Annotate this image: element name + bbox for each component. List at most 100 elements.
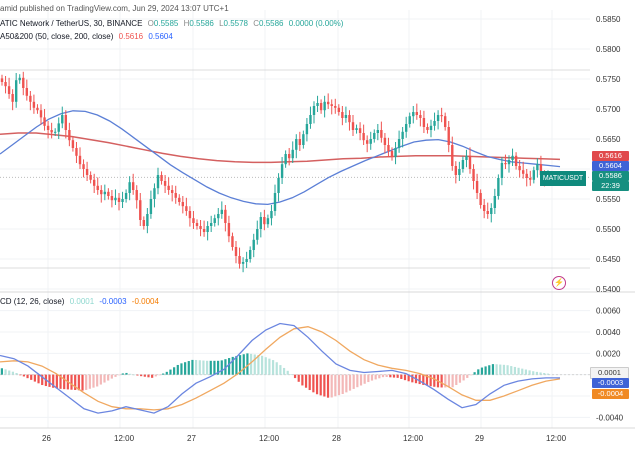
macd-histogram-bar <box>425 374 429 386</box>
price-tick-label: 0.5450 <box>596 255 621 264</box>
candle-body <box>89 175 92 180</box>
candle-body <box>298 139 302 145</box>
symbol-name: ATIC Network / TetherUS, 30, BINANCE <box>0 19 143 28</box>
candle-body <box>103 191 107 195</box>
macd-histogram-bar <box>169 369 172 375</box>
macd-line <box>0 322 560 414</box>
macd-histogram-bar <box>279 365 282 375</box>
candle-body <box>383 137 387 145</box>
candle-body <box>142 220 146 226</box>
macd-histogram-bar <box>389 374 392 378</box>
candle-body <box>493 196 497 208</box>
macd-histogram-bar <box>326 374 330 398</box>
candle-body <box>92 179 96 186</box>
candle-body <box>50 130 53 133</box>
candle-body <box>291 149 294 159</box>
macd-histogram-bar <box>290 374 293 375</box>
macd-histogram-bar <box>462 374 465 381</box>
macd-histogram-bar <box>264 357 267 375</box>
candle-body <box>199 226 202 229</box>
candle-body <box>82 164 85 169</box>
candle-body <box>14 80 18 102</box>
alert-clock-icon[interactable]: ⚡ <box>552 276 566 290</box>
candle-body <box>497 178 500 196</box>
candle-body <box>195 223 199 226</box>
candle-body <box>521 170 525 174</box>
candle-body <box>4 82 7 87</box>
candle-body <box>284 154 287 165</box>
candle-body <box>231 236 234 247</box>
macd-histogram-bar <box>96 374 99 387</box>
macd-histogram-bar <box>352 374 355 389</box>
macd-histogram-bar <box>147 374 150 378</box>
candle-body <box>100 190 103 195</box>
macd-histogram-bar <box>370 374 374 381</box>
candle-body <box>369 139 372 144</box>
candle-body <box>29 95 32 102</box>
ma200-line <box>0 132 561 164</box>
macd-histogram-bar <box>323 374 326 397</box>
candle-body <box>174 193 177 198</box>
candle-body <box>146 214 149 226</box>
candle-body <box>504 163 507 165</box>
macd-histogram-bar <box>422 374 425 385</box>
candle-body <box>458 169 461 175</box>
candle-body <box>468 155 472 169</box>
candle-body <box>362 133 365 141</box>
candle-body <box>390 151 394 157</box>
candle-body <box>170 190 174 193</box>
candle-body <box>447 127 450 145</box>
price-tick-label: 0.5800 <box>596 45 621 54</box>
candle-body <box>433 121 436 126</box>
macd-histogram-bar <box>367 374 370 383</box>
candle-body <box>461 160 465 169</box>
macd-histogram-bar <box>114 374 117 377</box>
macd-histogram-bar <box>195 359 198 375</box>
macd-histogram-bar <box>8 370 11 375</box>
ma-legend: A50&200 (50, close, 200, close) 0.5616 0… <box>0 32 173 41</box>
macd-histogram-bar <box>480 367 484 375</box>
candle-body <box>117 197 121 202</box>
macd-histogram-bar <box>118 374 121 376</box>
candle-body <box>280 164 284 178</box>
macd-histogram-bar <box>140 374 143 377</box>
candle-body <box>479 193 482 205</box>
candle-body <box>397 139 401 148</box>
candle-body <box>295 139 298 150</box>
candle-body <box>32 101 36 108</box>
macd-histogram-bar <box>154 374 157 377</box>
candle-body <box>217 214 220 219</box>
price-tick-label: 0.5500 <box>596 225 621 234</box>
candle-body <box>532 170 536 180</box>
candle-body <box>85 169 89 175</box>
time-tick-label: 26 <box>42 434 51 443</box>
price-tick-label: 0.5650 <box>596 135 621 144</box>
macd-histogram-bar <box>235 355 238 375</box>
candle-body <box>135 190 138 201</box>
candle-body <box>302 134 305 145</box>
candle-body <box>429 125 433 130</box>
macd-histogram-bar <box>187 361 190 375</box>
candle-body <box>248 250 252 259</box>
macd-histogram-bar <box>275 362 278 375</box>
macd-histogram-bar <box>132 374 135 376</box>
candle-body <box>511 155 514 160</box>
macd-histogram-bar <box>74 374 77 390</box>
candle-body <box>188 211 192 219</box>
macd-histogram-bar <box>217 360 220 375</box>
candle-body <box>156 175 160 189</box>
macd-histogram-bar <box>99 374 102 385</box>
macd-legend-label: CD (12, 26, close) <box>0 297 65 306</box>
change-value: 0.0000 (0.00%) <box>288 19 344 28</box>
candle-body <box>536 164 539 171</box>
countdown-tag: 22:39 <box>592 181 629 191</box>
ma50-price-tag: 0.5604 <box>592 161 629 171</box>
macd-histogram-bar <box>396 374 399 378</box>
candle-body <box>220 209 224 214</box>
macd-histogram-bar <box>499 364 502 375</box>
ma200-value: 0.5616 <box>118 32 144 41</box>
candle-body <box>213 218 216 223</box>
published-caption: amid published on TradingView.com, Jun 2… <box>0 4 229 13</box>
macd-histogram-bar <box>539 372 542 375</box>
